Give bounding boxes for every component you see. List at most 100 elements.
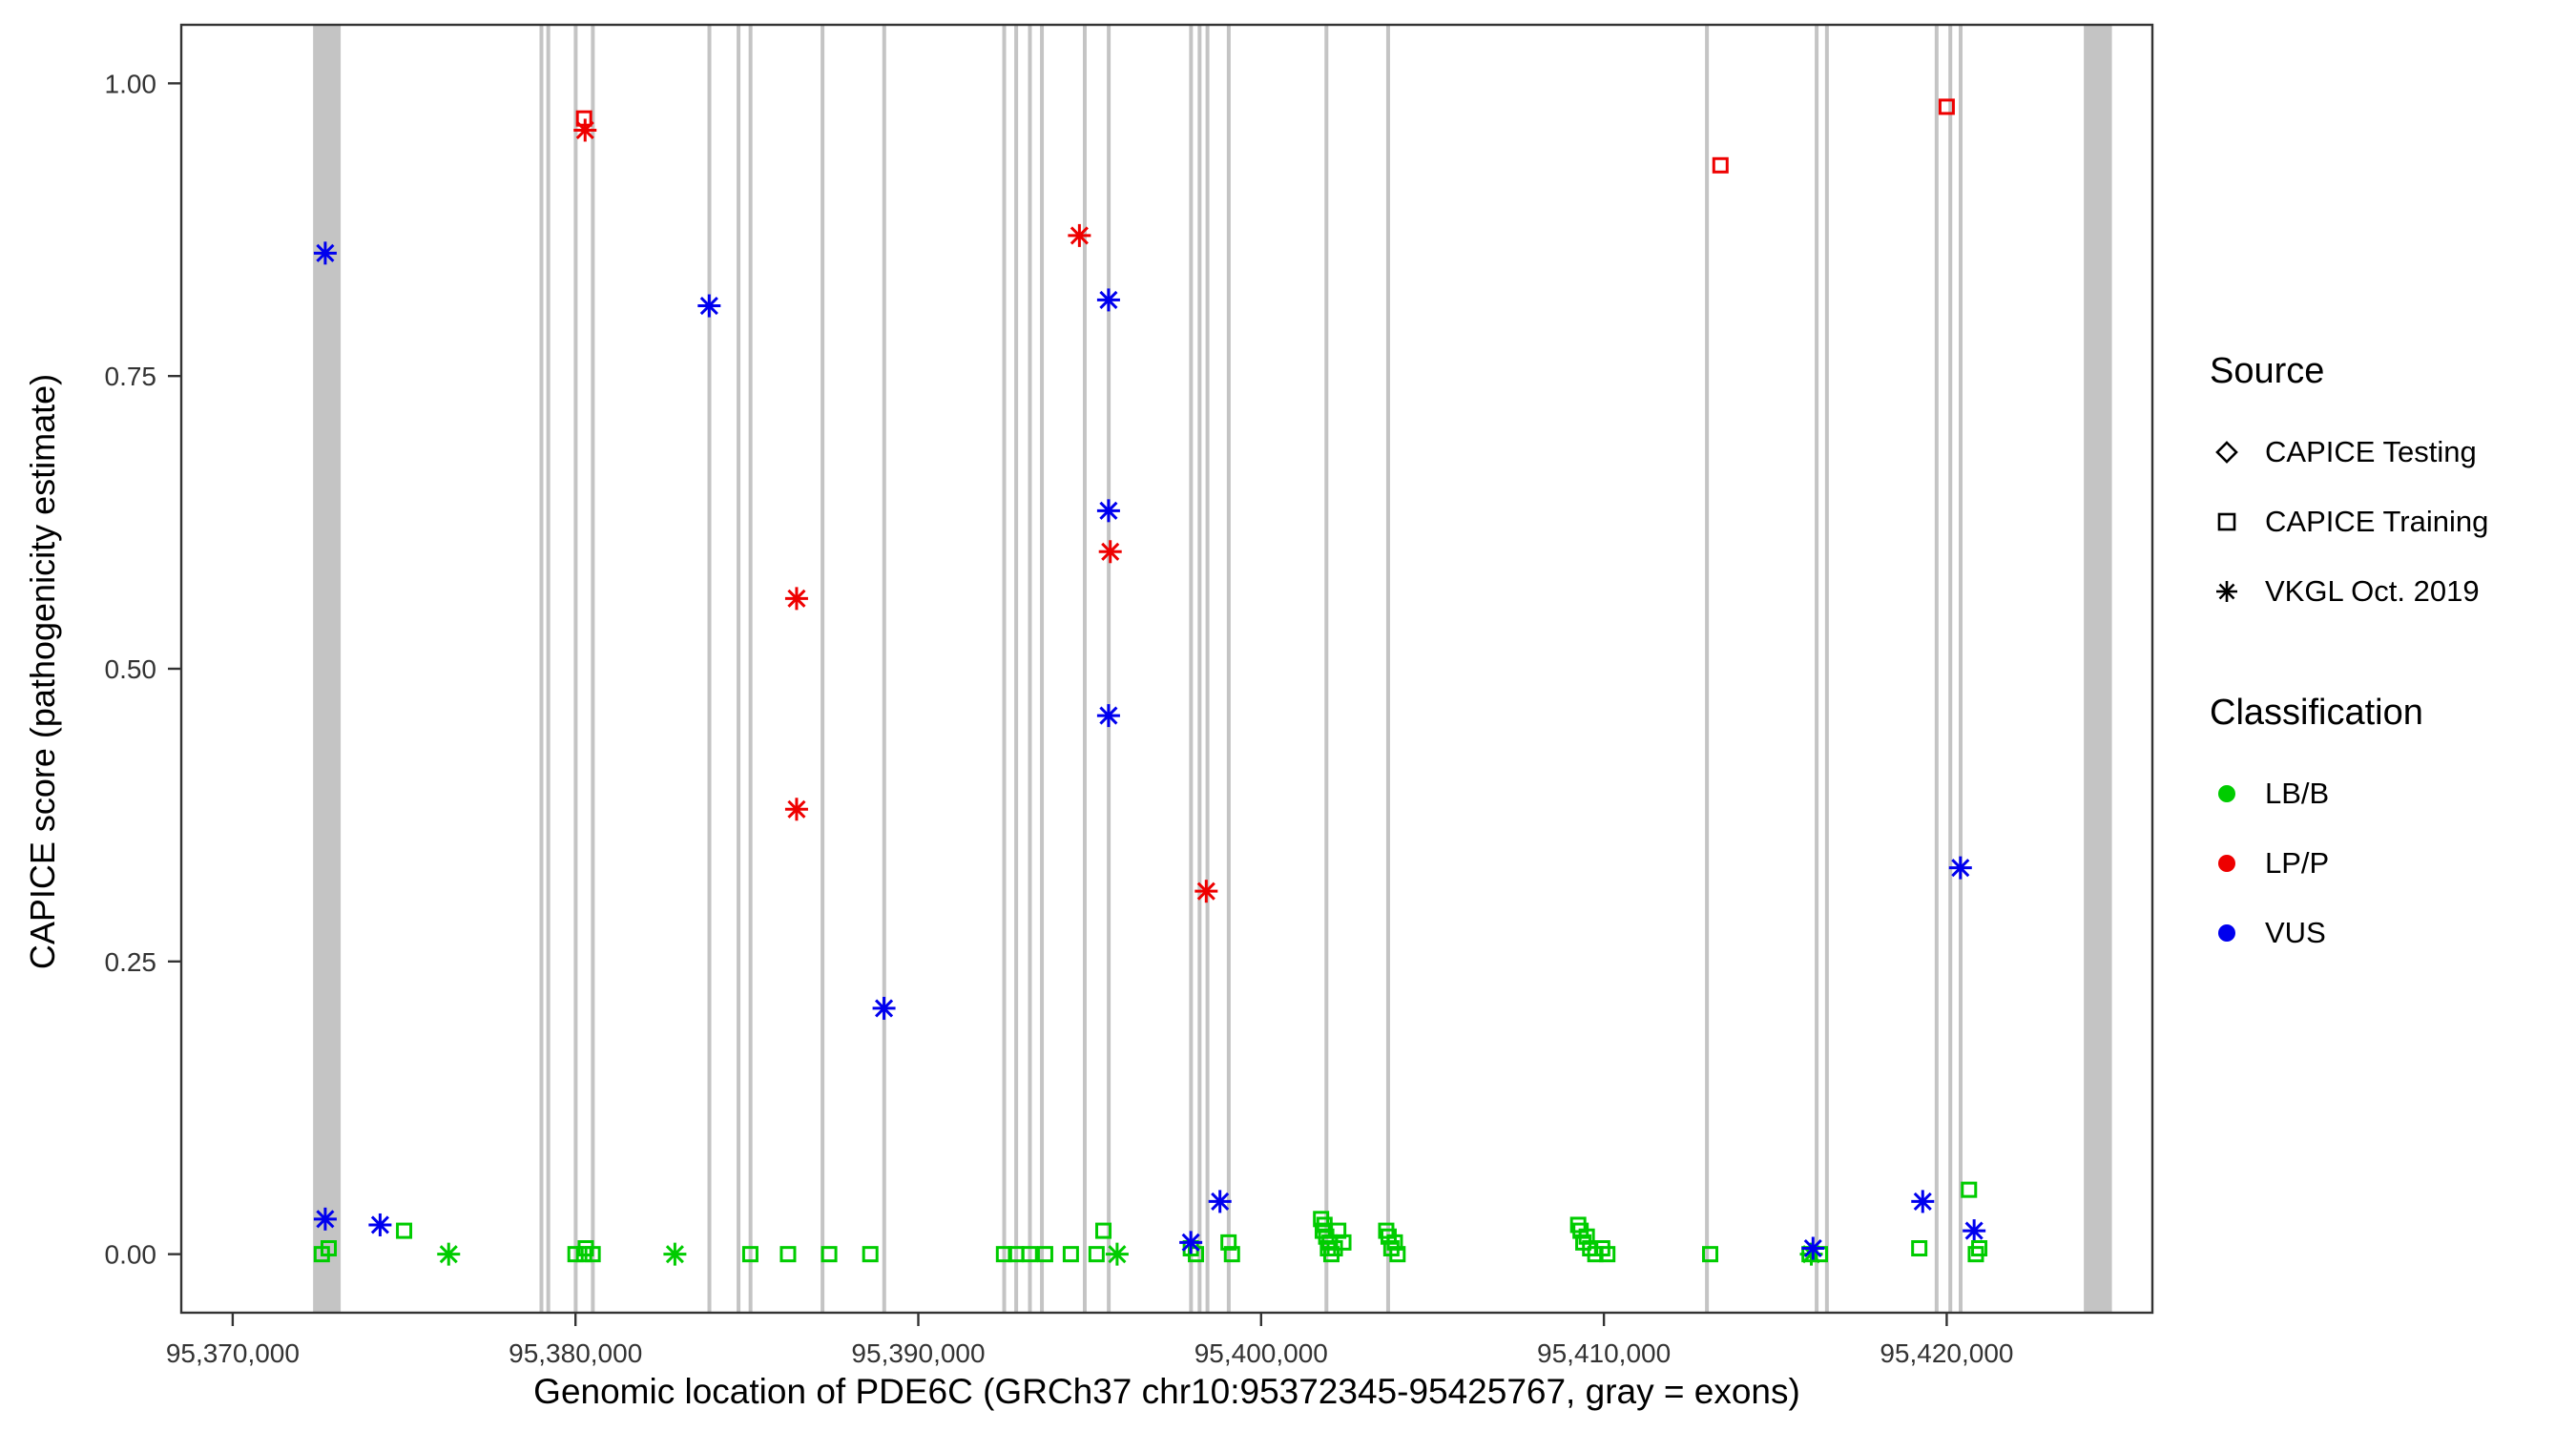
data-point-asterisk — [1101, 542, 1120, 561]
legend-color-dot-icon — [2210, 777, 2244, 811]
exon-band — [539, 25, 544, 1313]
x-tick-label: 95,400,000 — [1195, 1338, 1328, 1368]
exon-band — [1107, 25, 1111, 1313]
x-tick-label: 95,370,000 — [166, 1338, 300, 1368]
data-point-asterisk — [575, 120, 594, 140]
exon-band — [1815, 25, 1819, 1313]
legend-color-dot-icon — [2210, 846, 2244, 881]
legend-item-classification: LP/P — [2210, 828, 2576, 898]
data-point-asterisk — [787, 799, 806, 819]
legend-item-source: VKGL Oct. 2019 — [2210, 556, 2576, 626]
exon-band — [546, 25, 551, 1313]
exon-band — [1958, 25, 1963, 1313]
data-point-asterisk — [1951, 859, 1970, 878]
legend-source-items: CAPICE Testing CAPICE Training VKGL Oct. 2… — [2210, 417, 2576, 626]
asterisk-icon — [2216, 580, 2237, 602]
data-point-square — [821, 1246, 838, 1263]
data-point-asterisk — [439, 1245, 458, 1264]
legend-color-dot-icon — [2210, 916, 2244, 950]
data-point-square — [1062, 1246, 1079, 1263]
exon-band — [1205, 25, 1210, 1313]
legend-item-classification: LB/B — [2210, 758, 2576, 828]
legend-item-label: LB/B — [2265, 776, 2330, 810]
exon-band — [1705, 25, 1710, 1313]
data-point-square — [1578, 1228, 1595, 1245]
exon-band — [1824, 25, 1829, 1313]
data-point-square — [1088, 1246, 1105, 1263]
y-tick-label: 0.00 — [105, 1240, 157, 1270]
data-point-square — [1095, 1222, 1112, 1239]
data-point-asterisk — [1108, 1245, 1127, 1264]
data-point-asterisk — [1196, 881, 1215, 901]
legend-classification-title: Classification — [2210, 693, 2423, 733]
legend-marker — [2210, 574, 2244, 609]
exon-band — [821, 25, 825, 1313]
legend-item-label: VKGL Oct. 2019 — [2265, 573, 2480, 608]
data-point-asterisk — [1964, 1221, 1984, 1240]
legend-item-label: LP/P — [2265, 845, 2330, 880]
legend-marker — [2210, 505, 2244, 539]
data-point-asterisk — [316, 243, 335, 262]
exon-band — [1948, 25, 1953, 1313]
panel-border — [179, 23, 2154, 1315]
data-point-square — [1701, 1246, 1718, 1263]
legend-item-source: CAPICE Testing — [2210, 417, 2576, 487]
y-axis-title: CAPICE score (pathogenicity estimate) — [23, 373, 62, 970]
data-point-square — [862, 1246, 879, 1263]
data-point-square — [1036, 1246, 1053, 1263]
data-point-square — [1223, 1246, 1240, 1263]
exon-band — [2084, 25, 2112, 1313]
exon-band — [1014, 25, 1019, 1313]
legend-item-source: CAPICE Training — [2210, 487, 2576, 556]
exon-band — [1197, 25, 1202, 1313]
legend-item-label: CAPICE Testing — [2265, 434, 2477, 468]
data-point-square — [1330, 1222, 1347, 1239]
data-point-asterisk — [1181, 1233, 1200, 1252]
data-point-asterisk — [1913, 1192, 1932, 1211]
data-point-asterisk — [1211, 1192, 1230, 1211]
data-point-asterisk — [316, 1210, 335, 1229]
exon-band — [1002, 25, 1007, 1313]
exon-band — [737, 25, 741, 1313]
legend-item-label: VUS — [2265, 915, 2326, 949]
exon-band — [573, 25, 578, 1313]
legend-item-label: CAPICE Training — [2265, 504, 2489, 538]
x-axis-title: Genomic location of PDE6C (GRCh37 chr10:… — [533, 1372, 1800, 1411]
exon-band — [1082, 25, 1087, 1313]
data-point-asterisk — [1803, 1238, 1822, 1258]
x-tick-label: 95,390,000 — [851, 1338, 985, 1368]
exon-band — [1934, 25, 1939, 1313]
data-point-asterisk — [1099, 706, 1118, 725]
data-point-square — [396, 1222, 413, 1239]
data-point-asterisk — [1070, 226, 1089, 245]
y-tick-label: 0.75 — [105, 362, 157, 391]
exon-band — [882, 25, 886, 1313]
exon-band — [313, 25, 342, 1313]
exon-band — [1040, 25, 1045, 1313]
data-point-square — [1971, 1240, 1988, 1256]
data-point-square — [1911, 1240, 1928, 1256]
data-point-asterisk — [875, 999, 894, 1018]
data-point-asterisk — [665, 1245, 684, 1264]
data-point-asterisk — [370, 1215, 389, 1234]
legend-marker — [2210, 435, 2244, 469]
data-point-square — [1386, 1234, 1403, 1251]
exon-band — [707, 25, 712, 1313]
x-tick-label: 95,380,000 — [509, 1338, 642, 1368]
data-point-square — [1961, 1181, 1978, 1198]
data-point-square — [1938, 98, 1955, 115]
data-point-square — [1335, 1234, 1352, 1251]
legend-classification-items: LB/B LP/P VUS — [2210, 758, 2576, 967]
data-point-square — [321, 1240, 338, 1256]
data-point-asterisk — [699, 296, 718, 316]
legend: Source CAPICE Testing CAPICE Training VKGL… — [2210, 351, 2576, 967]
exon-band — [1189, 25, 1194, 1313]
exon-band — [1028, 25, 1032, 1313]
exon-band — [1324, 25, 1329, 1313]
x-tick-label: 95,420,000 — [1880, 1338, 2013, 1368]
square-icon — [2217, 512, 2236, 530]
data-point-asterisk — [787, 589, 806, 608]
diamond-icon — [2215, 440, 2238, 464]
